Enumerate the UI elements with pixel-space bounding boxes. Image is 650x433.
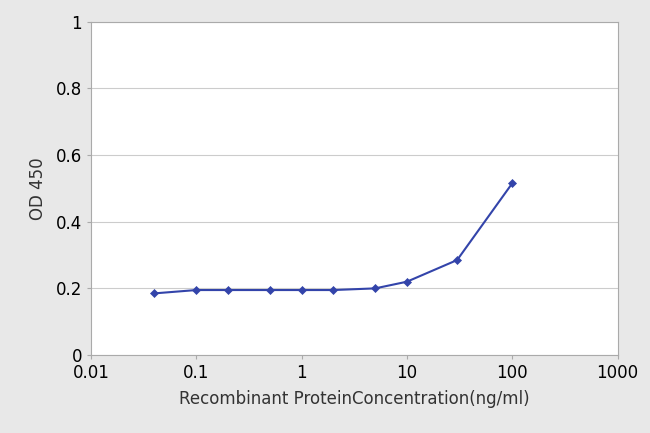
Y-axis label: OD 450: OD 450 (29, 157, 47, 220)
X-axis label: Recombinant ProteinConcentration(ng/ml): Recombinant ProteinConcentration(ng/ml) (179, 391, 530, 408)
